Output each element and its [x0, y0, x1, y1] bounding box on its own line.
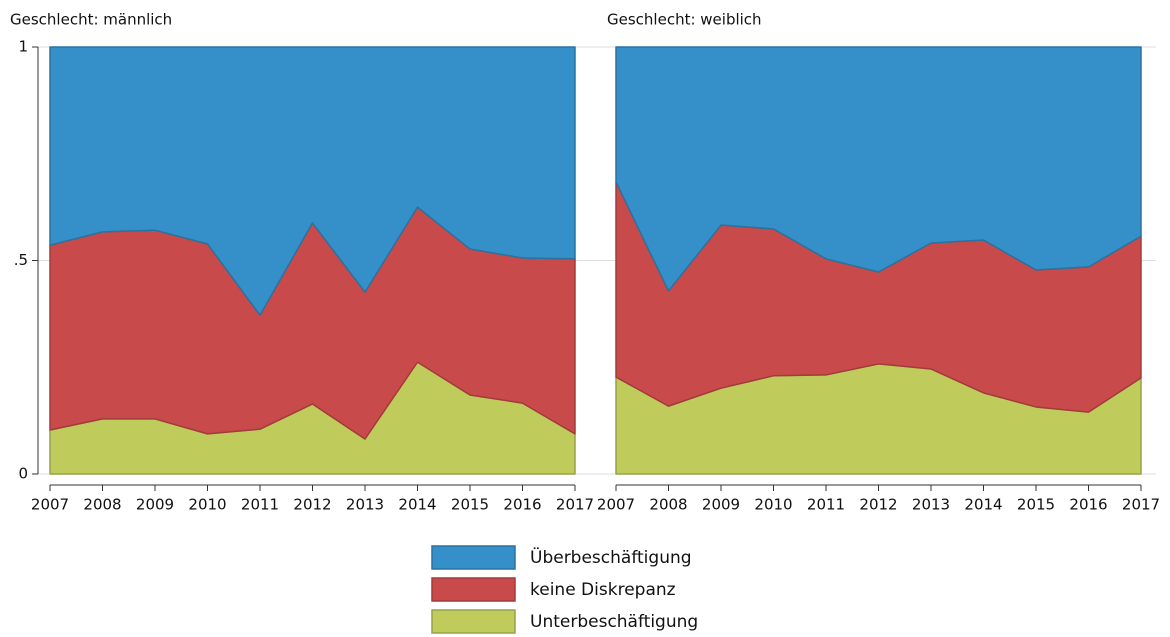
x-tick-label: 2013: [912, 496, 950, 514]
x-tick-label: 2008: [83, 496, 121, 514]
x-tick-label: 2014: [964, 496, 1002, 514]
legend-swatch: [431, 577, 516, 602]
x-tick-label: 2009: [702, 496, 740, 514]
x-tick-label: 2015: [451, 496, 489, 514]
legend-label: Unterbeschäftigung: [530, 612, 698, 632]
panel-title: Geschlecht: weiblich: [607, 11, 762, 29]
x-tick-label: 2016: [503, 496, 541, 514]
x-tick-label: 2017: [556, 496, 594, 514]
x-tick-label: 2009: [136, 496, 174, 514]
x-tick-label: 2016: [1069, 496, 1107, 514]
area: [615, 46, 1142, 292]
y-tick-label: .5: [14, 251, 28, 269]
legend-swatch: [431, 545, 516, 570]
x-tick-label: 2011: [807, 496, 845, 514]
x-tick-label: 2011: [241, 496, 279, 514]
panel-title: Geschlecht: männlich: [10, 11, 172, 29]
x-tick-label: 2012: [859, 496, 897, 514]
x-tick-label: 2007: [597, 496, 635, 514]
legend-swatch: [431, 609, 516, 634]
x-tick-label: 2017: [1122, 496, 1160, 514]
y-tick-label: 1: [18, 38, 28, 56]
x-tick-label: 2008: [649, 496, 687, 514]
x-tick-label: 2010: [188, 496, 226, 514]
x-tick-label: 2015: [1017, 496, 1055, 514]
x-tick-label: 2014: [398, 496, 436, 514]
y-tick-label: 0: [18, 465, 28, 483]
legend-label: Überbeschäftigung: [530, 546, 692, 568]
area: [49, 46, 576, 316]
x-tick-label: 2012: [293, 496, 331, 514]
x-tick-label: 2007: [31, 496, 69, 514]
x-tick-label: 2010: [754, 496, 792, 514]
legend-label: keine Diskrepanz: [530, 580, 676, 600]
x-tick-label: 2013: [346, 496, 384, 514]
